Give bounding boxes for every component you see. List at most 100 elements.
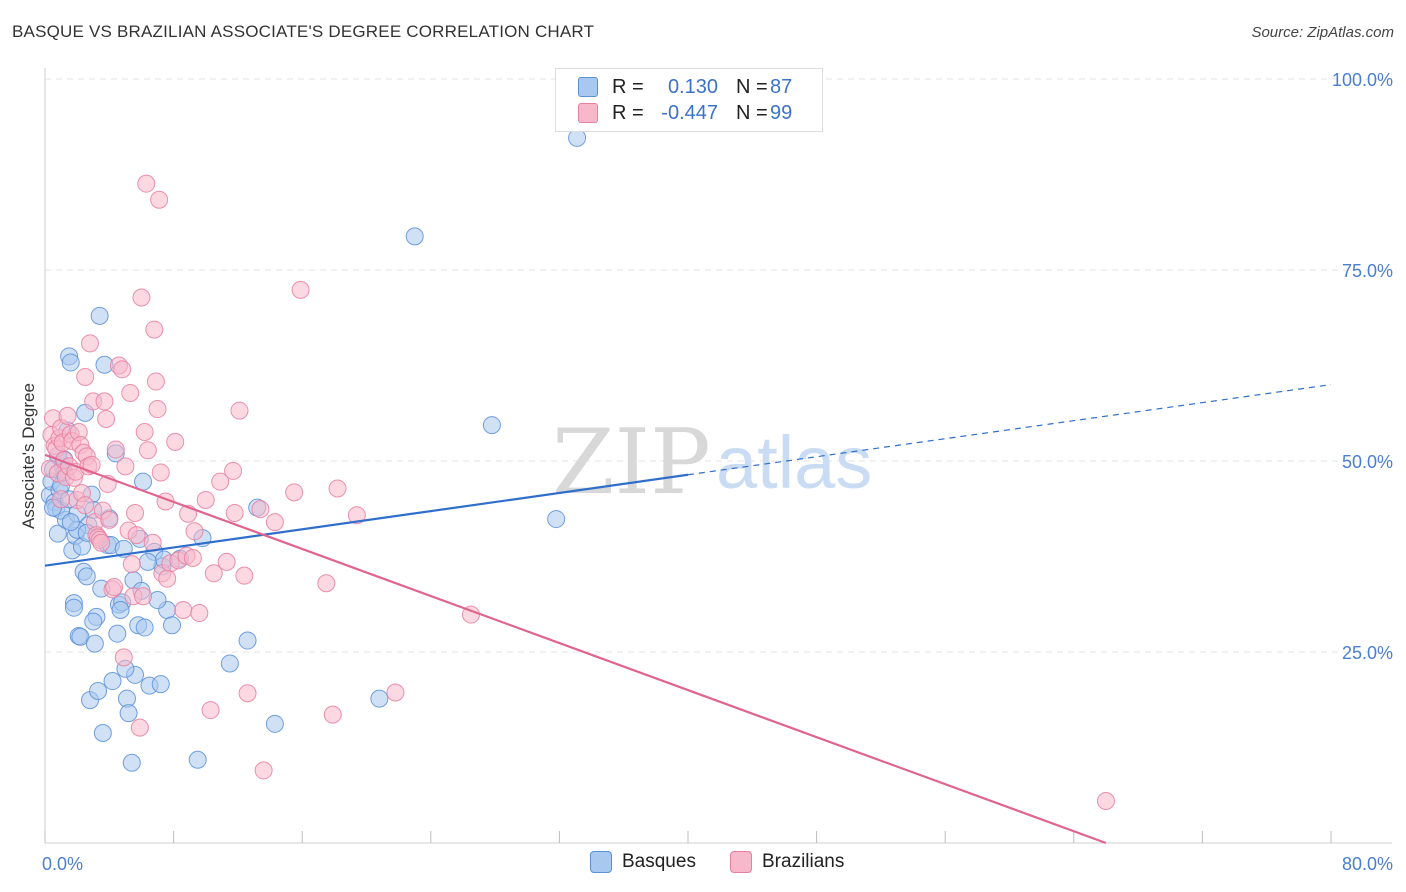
series-legend: Basques Brazilians	[0, 851, 1406, 877]
basques-point	[89, 681, 108, 700]
chart-title: BASQUE VS BRAZILIAN ASSOCIATE'S DEGREE C…	[12, 22, 595, 41]
x-tick-label: 80.0%	[1342, 854, 1393, 874]
legend-item-basques[interactable]: Basques	[590, 851, 696, 873]
basques-point	[77, 567, 96, 586]
brazilians-point	[113, 360, 132, 379]
basques-legend-label: Basques	[622, 851, 696, 872]
brazilians-point	[138, 441, 157, 460]
brazilians-legend-label: Brazilians	[762, 851, 845, 872]
source-credit: Source: ZipAtlas.com	[1251, 24, 1394, 41]
brazilians-point	[145, 320, 164, 339]
y-axis-title: Associate's Degree	[19, 383, 38, 529]
basques-point	[108, 624, 127, 643]
y-tick-label: 100.0%	[1332, 70, 1393, 90]
legend-row-basques: R = 0.130 N = 87	[578, 75, 792, 99]
brazilians-point	[82, 455, 101, 474]
brazilians-point	[204, 564, 223, 583]
brazilians-point	[130, 718, 149, 737]
basques-point	[162, 616, 181, 635]
brazilians-point	[201, 701, 220, 720]
basques-point	[93, 723, 112, 742]
brazilians-point	[97, 409, 116, 428]
basques-point	[48, 524, 67, 543]
brazilians-point	[1096, 791, 1115, 810]
watermark-zip: ZIP	[552, 410, 711, 515]
brazilians-point	[137, 174, 156, 193]
basques-point	[265, 714, 284, 733]
brazilians-point	[323, 705, 342, 724]
brazilians-point	[121, 384, 140, 403]
trend-lines	[44, 384, 1332, 845]
brazilians-legend-swatch	[730, 851, 752, 873]
basques-trend-extension	[687, 384, 1332, 476]
basques-point	[111, 600, 130, 619]
brazilians-point	[254, 761, 273, 780]
brazilians-point	[238, 684, 257, 703]
basques-point	[405, 227, 424, 246]
brazilians-point	[100, 510, 119, 529]
basques-point	[138, 552, 157, 571]
brazilians-point	[114, 648, 133, 667]
basques-point	[61, 513, 80, 532]
brazilians-point	[251, 500, 270, 519]
basques-point	[85, 634, 104, 653]
brazilians-point	[190, 604, 209, 623]
legend-row-brazilians: R = -0.447 N = 99	[578, 101, 792, 125]
brazilians-point	[166, 432, 185, 451]
n-label: N =	[736, 75, 768, 98]
basques-point	[103, 672, 122, 691]
basques-swatch	[578, 77, 598, 97]
brazilians-point	[52, 490, 71, 509]
basques-point	[71, 627, 90, 646]
watermark: ZIP atlas	[552, 410, 872, 515]
y-tick-labels: 25.0% 50.0% 75.0% 100.0%	[1332, 70, 1393, 663]
brazilians-point	[150, 190, 169, 209]
brazilians-point	[58, 406, 77, 425]
r-label: R =	[612, 101, 644, 124]
brazilians-point	[106, 440, 125, 459]
brazilians-point	[217, 552, 236, 571]
brazilians-point	[81, 334, 100, 353]
basques-point	[90, 306, 109, 325]
basques-point	[482, 416, 501, 435]
brazilians-trend-line	[44, 453, 1107, 845]
legend-item-brazilians[interactable]: Brazilians	[730, 851, 844, 873]
brazilians-point	[183, 549, 202, 568]
n-value: 99	[770, 101, 793, 124]
brazilians-point	[347, 506, 366, 525]
brazilians-point	[122, 555, 141, 574]
brazilians-point	[135, 422, 154, 441]
stats-legend: R = 0.130 N = 87 R = -0.447 N = 99	[555, 68, 823, 132]
brazilians-point	[224, 461, 243, 480]
basques-point	[220, 654, 239, 673]
brazilians-point	[285, 483, 304, 502]
basques-point	[119, 704, 138, 723]
y-tick-label: 25.0%	[1342, 643, 1393, 663]
brazilians-point	[76, 367, 95, 386]
gridlines	[45, 78, 1392, 653]
brazilians-point	[158, 569, 177, 588]
brazilians-point	[151, 463, 170, 482]
basques-point	[122, 753, 141, 772]
brazilians-point	[235, 566, 254, 585]
basques-point	[188, 750, 207, 769]
x-tick-label: 0.0%	[42, 854, 83, 874]
brazilians-point	[134, 587, 153, 606]
basques-trend-line	[44, 473, 689, 567]
brazilians-point	[126, 503, 145, 522]
brazilians-swatch	[578, 103, 598, 123]
brazilians-point	[105, 578, 124, 597]
y-tick-label: 50.0%	[1342, 452, 1393, 472]
x-tick-labels: 0.0% 80.0%	[42, 854, 1393, 874]
brazilians-point	[328, 479, 347, 498]
brazilians-point	[291, 280, 310, 299]
basques-point	[64, 598, 83, 617]
r-label: R =	[612, 75, 644, 98]
n-label: N =	[736, 101, 768, 124]
y-tick-label: 75.0%	[1342, 261, 1393, 281]
brazilians-point	[386, 683, 405, 702]
brazilians-point	[148, 400, 167, 419]
brazilians-point	[196, 490, 215, 509]
basques-point	[135, 618, 154, 637]
basques-point	[547, 510, 566, 529]
